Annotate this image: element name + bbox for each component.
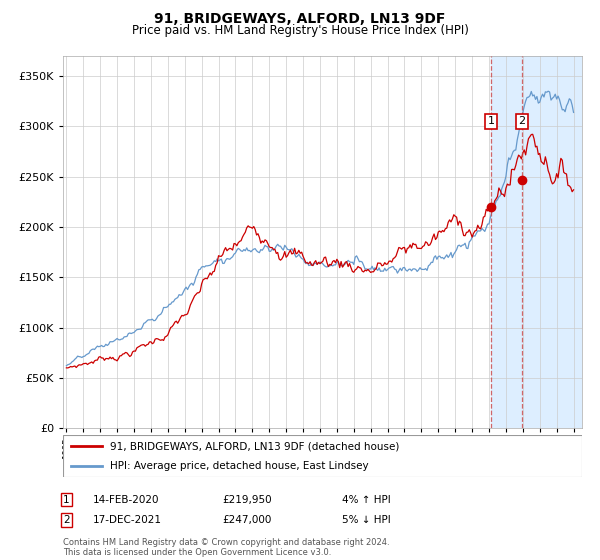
Text: 1: 1 bbox=[63, 494, 70, 505]
Text: 91, BRIDGEWAYS, ALFORD, LN13 9DF (detached house): 91, BRIDGEWAYS, ALFORD, LN13 9DF (detach… bbox=[110, 441, 399, 451]
Text: 2: 2 bbox=[518, 116, 526, 127]
Text: Price paid vs. HM Land Registry's House Price Index (HPI): Price paid vs. HM Land Registry's House … bbox=[131, 24, 469, 36]
Text: Contains HM Land Registry data © Crown copyright and database right 2024.
This d: Contains HM Land Registry data © Crown c… bbox=[63, 538, 389, 557]
FancyBboxPatch shape bbox=[63, 435, 582, 477]
Text: HPI: Average price, detached house, East Lindsey: HPI: Average price, detached house, East… bbox=[110, 461, 368, 471]
Bar bbox=[491, 56, 582, 428]
Text: 14-FEB-2020: 14-FEB-2020 bbox=[93, 494, 160, 505]
Text: 5% ↓ HPI: 5% ↓ HPI bbox=[342, 515, 391, 525]
Text: £247,000: £247,000 bbox=[222, 515, 271, 525]
Text: 17-DEC-2021: 17-DEC-2021 bbox=[93, 515, 162, 525]
Text: 91, BRIDGEWAYS, ALFORD, LN13 9DF: 91, BRIDGEWAYS, ALFORD, LN13 9DF bbox=[154, 12, 446, 26]
Text: 4% ↑ HPI: 4% ↑ HPI bbox=[342, 494, 391, 505]
Text: 1: 1 bbox=[488, 116, 494, 127]
Text: 2: 2 bbox=[63, 515, 70, 525]
Text: £219,950: £219,950 bbox=[222, 494, 272, 505]
